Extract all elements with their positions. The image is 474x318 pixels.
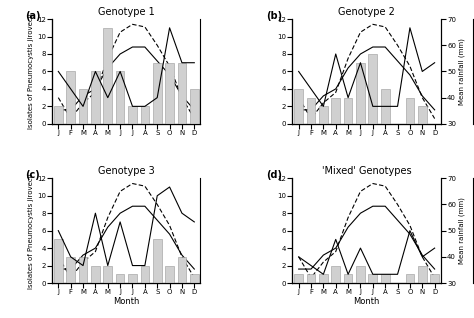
Bar (307, 98, 315, 124)
Bar (153, 63, 162, 124)
Bar (406, 274, 414, 283)
Bar (368, 274, 377, 283)
Bar (116, 72, 125, 124)
Bar (165, 63, 174, 124)
Text: (a): (a) (26, 11, 41, 21)
Bar (178, 257, 186, 283)
Bar (294, 89, 303, 124)
Bar (128, 106, 137, 124)
Bar (344, 98, 353, 124)
Y-axis label: Mean rainfall (mm): Mean rainfall (mm) (459, 38, 465, 105)
Bar (178, 63, 186, 124)
Bar (381, 274, 390, 283)
Bar (91, 72, 100, 124)
Bar (165, 266, 174, 283)
Bar (91, 266, 100, 283)
Bar (319, 274, 328, 283)
X-axis label: Month: Month (354, 297, 380, 306)
Bar (54, 239, 63, 283)
Bar (406, 98, 414, 124)
Bar (331, 266, 340, 283)
Bar (140, 266, 149, 283)
Bar (430, 274, 439, 283)
Bar (381, 89, 390, 124)
Bar (418, 266, 427, 283)
Bar (331, 98, 340, 124)
Bar (356, 63, 365, 124)
Y-axis label: Isolates of Pneumocystis jirovecii: Isolates of Pneumocystis jirovecii (28, 14, 34, 129)
Bar (54, 106, 63, 124)
Title: Genotype 2: Genotype 2 (338, 7, 395, 17)
Bar (294, 274, 303, 283)
Text: (b): (b) (266, 11, 282, 21)
Bar (368, 54, 377, 124)
Bar (103, 266, 112, 283)
Bar (140, 106, 149, 124)
Text: (d): (d) (266, 170, 282, 180)
Bar (79, 257, 87, 283)
Y-axis label: Isolates of Pneumocystis jirovecii: Isolates of Pneumocystis jirovecii (28, 173, 34, 288)
Bar (103, 28, 112, 124)
Bar (307, 274, 315, 283)
Bar (128, 274, 137, 283)
Y-axis label: Mean rainfall (mm): Mean rainfall (mm) (459, 197, 465, 264)
Title: Genotype 3: Genotype 3 (98, 166, 155, 176)
Title: Genotype 1: Genotype 1 (98, 7, 155, 17)
Bar (66, 72, 75, 124)
Text: (c): (c) (26, 170, 40, 180)
Bar (66, 257, 75, 283)
Title: 'Mixed' Genotypes: 'Mixed' Genotypes (322, 166, 411, 176)
Bar (356, 266, 365, 283)
Bar (190, 89, 199, 124)
X-axis label: Month: Month (113, 297, 139, 306)
Bar (79, 89, 87, 124)
Bar (153, 239, 162, 283)
Bar (319, 106, 328, 124)
Bar (344, 274, 353, 283)
Bar (418, 106, 427, 124)
Bar (116, 274, 125, 283)
Bar (190, 274, 199, 283)
